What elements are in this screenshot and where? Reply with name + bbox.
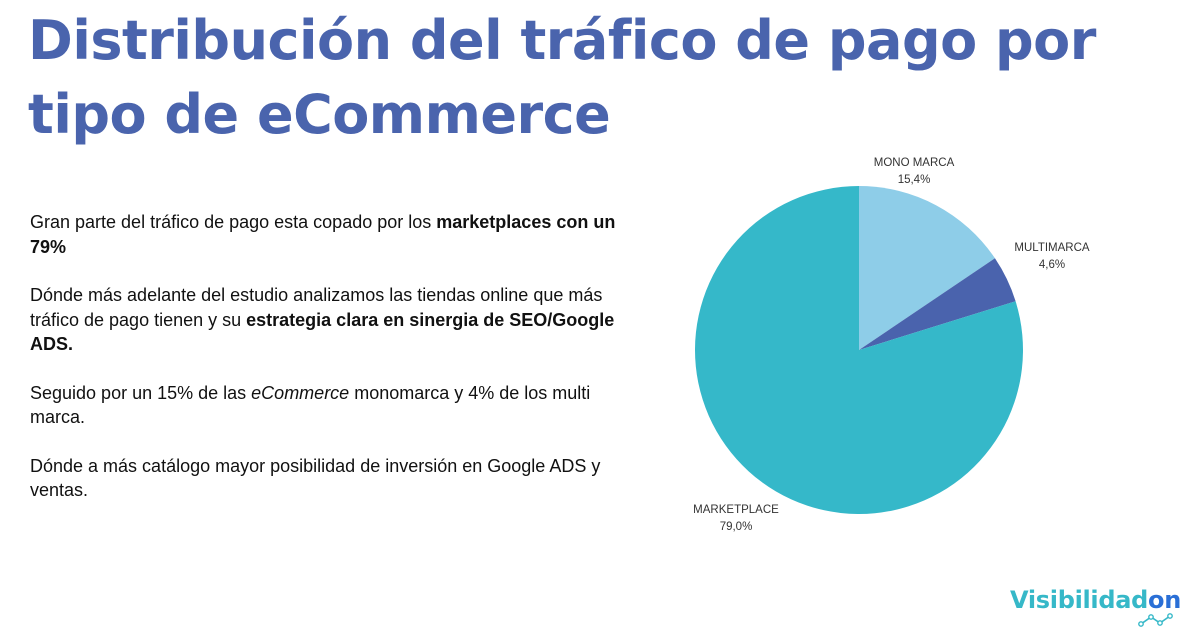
slice-label-marketplace: MARKETPLACE xyxy=(693,504,779,516)
logo-text-part2: on xyxy=(1148,586,1181,614)
paragraph-1-text: Gran parte del tráfico de pago esta copa… xyxy=(30,212,437,232)
slice-label-mono-marca: MONO MARCA xyxy=(874,157,955,169)
pie-slice-multimarca xyxy=(859,258,1016,350)
slice-label-multimarca: MULTIMARCA xyxy=(1014,242,1090,254)
paragraph-2-bold: estrategia clara en sinergia de SEO/Goog… xyxy=(30,309,615,355)
pie-chart-svg: MONO MARCA 15,4% MULTIMARCA 4,6% MARKETPLACE… xyxy=(693,157,1090,533)
paragraph-3: Seguido por un 15% de las eCommerce mono… xyxy=(30,381,630,430)
slice-value-mono-marca: 15,4% xyxy=(898,174,931,186)
paragraph-1-bold: marketplaces con un 79% xyxy=(30,212,616,257)
trend-line-icon xyxy=(1138,613,1173,627)
paragraph-3-italic: eCommerce xyxy=(251,382,350,403)
paragraph-3-text-a: Seguido por un 15% de las xyxy=(30,382,252,403)
paragraph-3-text-b: monomarca y 4% de los multi marca. xyxy=(30,382,591,428)
slice-value-marketplace: 79,0% xyxy=(720,521,753,533)
visibilidadon-logo: Visibilidadon xyxy=(1010,586,1181,636)
paragraph-2-text: Dónde más adelante del estudio analizamo… xyxy=(30,285,603,330)
description-text: Gran parte del tráfico de pago esta copa… xyxy=(30,210,630,527)
page-title: Distribución del tráfico de pago por tip… xyxy=(28,9,1096,146)
paragraph-4: Dónde a más catálogo mayor posibilidad d… xyxy=(30,454,630,503)
logo-text-part1: Visibilidad xyxy=(1010,586,1149,614)
paragraph-2: Dónde más adelante del estudio analizamo… xyxy=(30,283,630,357)
logo-wordmark: Visibilidadon xyxy=(1010,586,1181,614)
pie-slice-mono-marca xyxy=(859,186,995,350)
paragraph-4-text: Dónde a más catálogo mayor posibilidad d… xyxy=(30,455,601,501)
pie-slice-marketplace xyxy=(694,185,1023,514)
paragraph-1: Gran parte del tráfico de pago esta copa… xyxy=(30,210,630,259)
pie-chart: MONO MARCA 15,4% MULTIMARCA 4,6% MARKETPLACE… xyxy=(640,140,1090,540)
slice-value-multimarca: 4,6% xyxy=(1039,259,1065,271)
